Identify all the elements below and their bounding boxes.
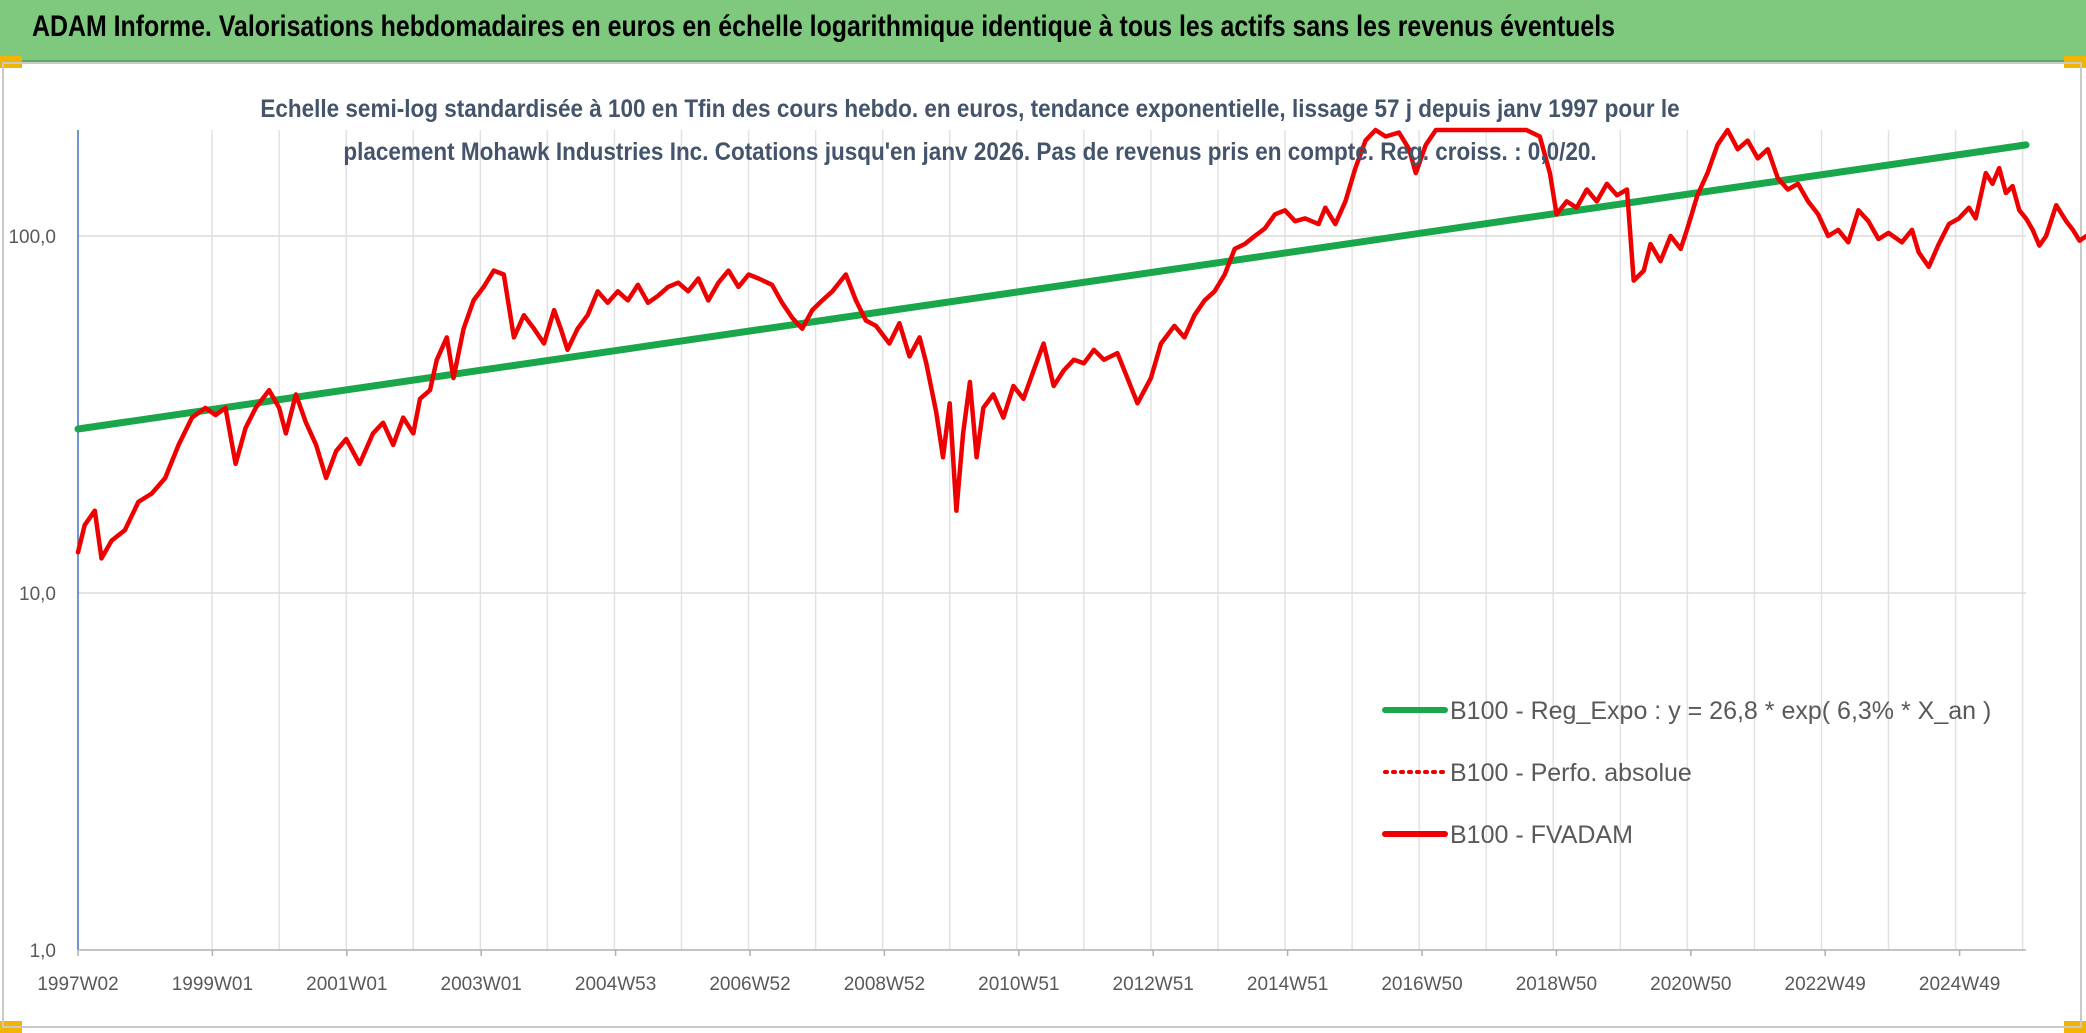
x-tick-label: 2016W50 <box>1381 974 1462 995</box>
legend-label: B100 - Perfo. absolue <box>1450 759 1692 787</box>
x-tick-label: 1997W02 <box>37 974 118 995</box>
x-tick-label: 2003W01 <box>441 974 522 995</box>
legend-label: B100 - Reg_Expo : y = 26,8 * exp( 6,3% *… <box>1450 697 1991 725</box>
x-tick-label: 2014W51 <box>1247 974 1328 995</box>
y-tick-label: 1,0 <box>30 941 56 962</box>
y-tick-label: 10,0 <box>19 584 56 605</box>
x-tick-label: 1999W01 <box>172 974 253 995</box>
report-header: ADAM Informe. Valorisations hebdomadaire… <box>0 0 2086 62</box>
x-tick-label: 2020W50 <box>1650 974 1731 995</box>
y-tick-label: 100,0 <box>8 227 56 248</box>
x-tick-label: 2022W49 <box>1785 974 1866 995</box>
x-tick-label: 2004W53 <box>575 974 656 995</box>
x-tick-label: 2024W49 <box>1919 974 2000 995</box>
series-line-1 <box>74 141 2030 433</box>
x-tick-label: 2008W52 <box>844 974 925 995</box>
report-title: ADAM Informe. Valorisations hebdomadaire… <box>32 10 1616 43</box>
x-tick-label: 2018W50 <box>1516 974 1597 995</box>
x-tick-label: 2006W52 <box>709 974 790 995</box>
x-tick-label: 2012W51 <box>1113 974 1194 995</box>
x-tick-label: 2010W51 <box>978 974 1059 995</box>
legend-label: B100 - FVADAM <box>1450 821 1633 849</box>
series-line-3 <box>75 127 2086 561</box>
x-tick-label: 2001W01 <box>306 974 387 995</box>
chart-title: Echelle semi-log standardisée à 100 en T… <box>260 95 1680 166</box>
chart-frame <box>2 62 2082 1028</box>
